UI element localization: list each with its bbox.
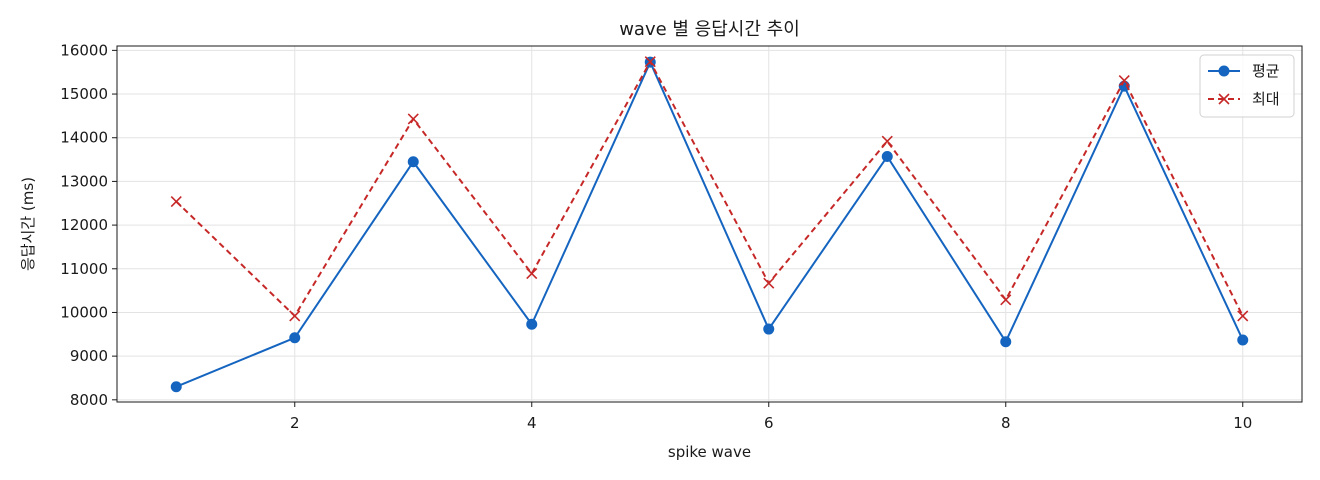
y-tick-label: 15000	[60, 85, 108, 103]
x-marker-stroke	[1218, 93, 1230, 105]
series-1	[170, 56, 1249, 393]
series-line	[175, 60, 1244, 317]
y-axis-title: 응답시간 (ms)	[19, 177, 37, 271]
y-tick-label: 16000	[60, 41, 108, 59]
data-point	[289, 332, 301, 344]
data-point	[407, 156, 419, 168]
plot-frame	[116, 45, 1303, 403]
data-point	[763, 277, 775, 289]
data-point	[763, 323, 775, 335]
data-point	[881, 135, 893, 147]
legend-item: 최대	[1208, 90, 1280, 108]
x-marker-stroke	[170, 195, 182, 208]
y-tick-label: 12000	[60, 216, 108, 234]
x-marker-stroke	[1237, 310, 1249, 322]
legend-marker	[1218, 65, 1230, 77]
y-tick-label: 13000	[60, 172, 108, 190]
data-point	[1237, 334, 1249, 346]
data-point	[170, 195, 182, 208]
x-tick-label: 8	[1001, 414, 1011, 432]
x-marker-stroke	[763, 277, 775, 289]
data-point	[1000, 336, 1012, 348]
x-marker-stroke	[881, 135, 893, 147]
x-marker-stroke	[644, 56, 656, 68]
y-tick-label: 14000	[60, 129, 108, 147]
x-tick-label: 4	[527, 414, 537, 432]
y-tick-label: 10000	[60, 303, 108, 321]
data-point	[1237, 310, 1249, 322]
series-line	[175, 61, 1244, 388]
x-marker-stroke	[1000, 294, 1012, 306]
x-tick-label: 10	[1233, 414, 1252, 432]
series-2	[170, 56, 1249, 322]
data-point	[881, 151, 893, 163]
y-tick-label: 9000	[70, 347, 108, 365]
data-point	[1118, 74, 1130, 87]
data-point	[1000, 294, 1012, 306]
x-marker-stroke	[289, 310, 301, 322]
data-point	[170, 381, 182, 393]
series-layer	[170, 56, 1249, 393]
data-point	[289, 310, 301, 322]
legend-marker	[1218, 93, 1230, 105]
data-point	[644, 56, 656, 68]
legend-box	[1199, 54, 1295, 118]
y-tick-label: 11000	[60, 260, 108, 278]
x-marker-stroke	[526, 268, 538, 280]
data-point	[526, 268, 538, 280]
y-tick-label: 8000	[70, 391, 108, 409]
x-marker-stroke	[407, 113, 419, 125]
x-tick-label: 6	[764, 414, 774, 432]
chart-title: wave 별 응답시간 추이	[619, 19, 800, 40]
legend-item: 평균	[1208, 62, 1280, 80]
legend-label: 평균	[1252, 62, 1280, 80]
axis-ticks: 2 4 6 8 10 8000 9000 10000 11000 12000 13000 14000 1…	[60, 41, 1252, 432]
x-marker-stroke	[1118, 74, 1130, 87]
x-axis-title: spike wave	[668, 443, 751, 461]
grid	[117, 46, 1302, 402]
data-point	[407, 113, 419, 125]
data-point	[526, 318, 538, 330]
legend-label: 최대	[1252, 90, 1280, 108]
x-tick-label: 2	[290, 414, 300, 432]
